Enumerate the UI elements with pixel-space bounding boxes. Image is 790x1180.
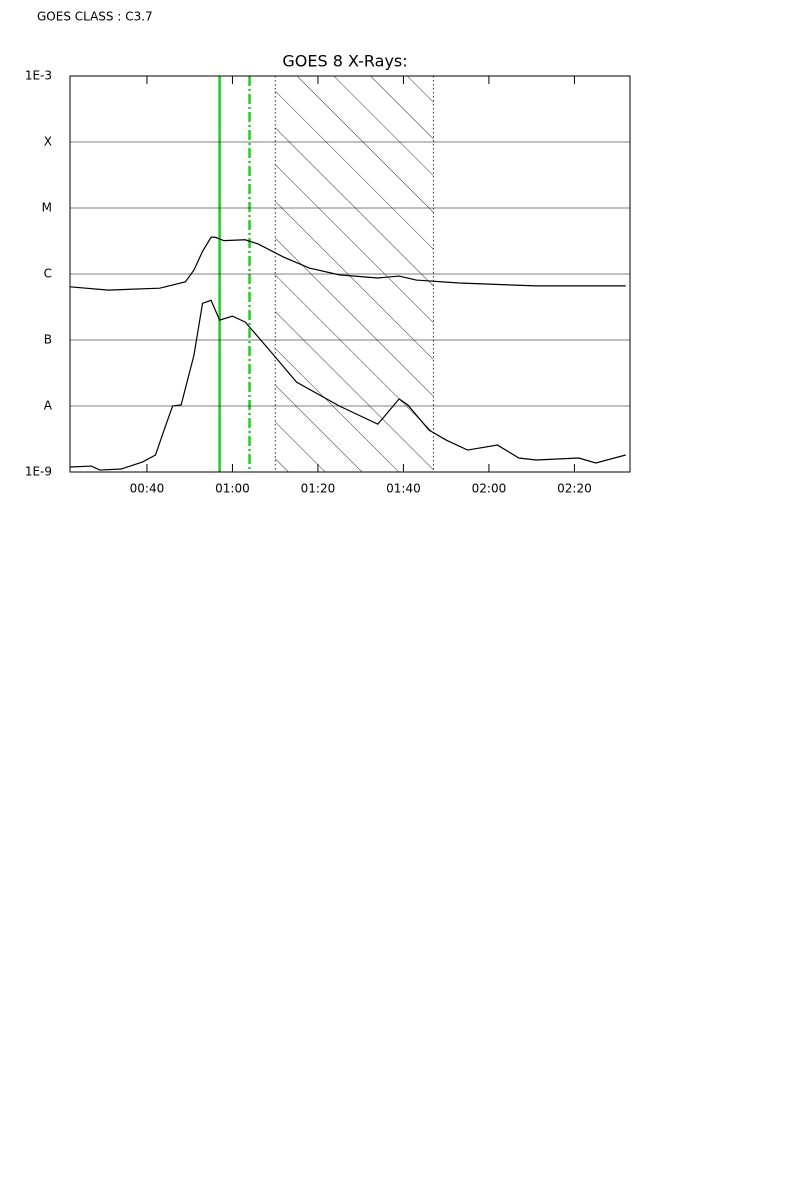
x-tick-label: 01:20 (301, 482, 336, 496)
chart-title: GOES 8 X-Rays: (282, 52, 407, 71)
y-tick-label: C (44, 267, 52, 281)
y-tick-label: A (44, 399, 53, 413)
x-tick-label: 00:40 (130, 482, 165, 496)
x-tick-label: 02:00 (472, 482, 507, 496)
goes-class: GOES CLASS : C3.7 (37, 10, 153, 24)
x-tick-label: 02:20 (557, 482, 592, 496)
y-tick-label: 1E-9 (25, 465, 52, 479)
y-tick-label: M (42, 201, 52, 215)
y-tick-label: X (44, 135, 52, 149)
x-tick-label: 01:00 (215, 482, 250, 496)
y-tick-label: B (44, 333, 52, 347)
series-line (70, 236, 626, 291)
y-tick-label: 1E-3 (25, 69, 52, 83)
series-line (70, 299, 626, 471)
x-tick-label: 01:40 (386, 482, 421, 496)
